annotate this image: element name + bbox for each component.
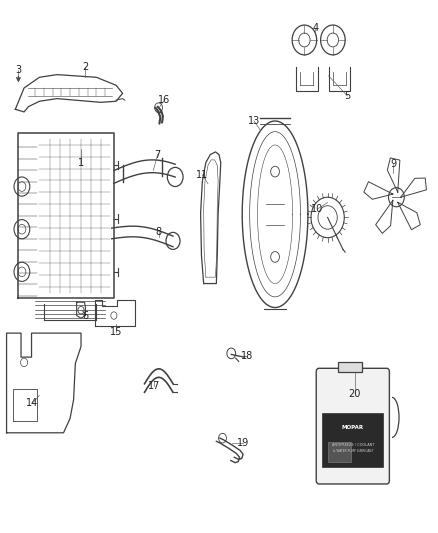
- Text: 1: 1: [78, 158, 84, 167]
- Text: MOPAR: MOPAR: [342, 425, 364, 430]
- FancyBboxPatch shape: [316, 368, 389, 484]
- Text: 14: 14: [26, 399, 38, 408]
- Text: 6: 6: [83, 311, 89, 320]
- Text: 9: 9: [390, 159, 396, 168]
- Text: 11: 11: [196, 170, 208, 180]
- Text: 2: 2: [82, 62, 88, 71]
- Text: 5: 5: [344, 91, 350, 101]
- Text: 16: 16: [158, 95, 170, 105]
- Text: 8: 8: [155, 227, 162, 237]
- Text: 20: 20: [349, 390, 361, 399]
- Text: 7: 7: [155, 150, 161, 159]
- FancyBboxPatch shape: [328, 442, 351, 462]
- Text: & WATER PUMP LUBRICANT: & WATER PUMP LUBRICANT: [333, 449, 373, 454]
- Text: 17: 17: [148, 382, 160, 391]
- Text: 13: 13: [248, 116, 260, 126]
- Text: 4: 4: [312, 23, 318, 33]
- Text: ANTIFREEZE / COOLANT: ANTIFREEZE / COOLANT: [332, 442, 374, 447]
- Text: 10: 10: [311, 204, 324, 214]
- FancyBboxPatch shape: [322, 413, 383, 467]
- Text: 15: 15: [110, 327, 122, 336]
- Text: 18: 18: [241, 351, 254, 361]
- Text: 3: 3: [15, 66, 21, 75]
- FancyBboxPatch shape: [338, 362, 362, 372]
- Text: 19: 19: [237, 439, 249, 448]
